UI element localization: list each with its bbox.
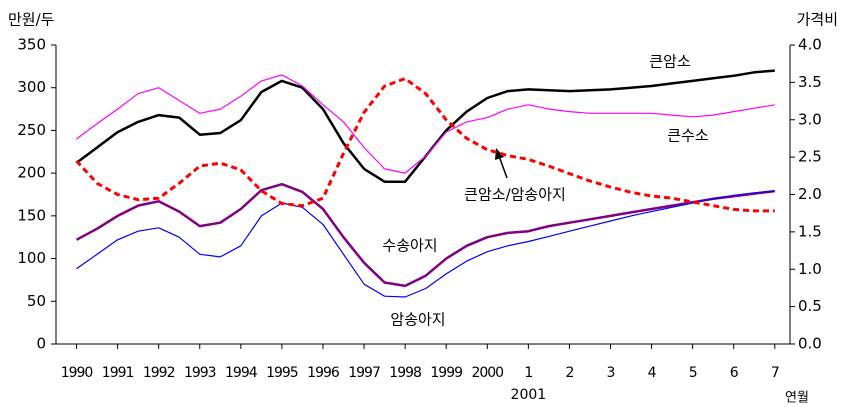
x-tick-label: 1995	[266, 365, 298, 381]
series-label: 수송아지	[382, 237, 437, 255]
x-tick-label: 1998	[389, 365, 421, 381]
y-axis-label: 만원/두	[8, 11, 55, 29]
x-tick-label: 2000	[471, 365, 503, 381]
x-group-label: 2001	[511, 387, 547, 403]
x-tick-label: 4	[648, 365, 657, 381]
series-line	[76, 190, 775, 298]
y2-tick-label: 0.5	[798, 297, 822, 315]
x-tick-label: 7	[771, 365, 779, 381]
series-line	[75, 182, 775, 288]
y2-tick-label: 0.0	[798, 335, 822, 353]
x-tick-label: 1990	[61, 365, 93, 381]
series-line	[76, 74, 775, 174]
series-label: 큰수소	[667, 127, 709, 145]
y-tick-label: 0	[36, 335, 46, 353]
x-tick-label: 6	[730, 365, 739, 381]
annotation-arrow	[498, 155, 508, 179]
series-label: 큰암소/암송아지	[464, 186, 566, 204]
y-tick-label: 200	[17, 164, 46, 182]
x-tick-label: 1992	[143, 365, 175, 381]
y2-tick-label: 4.0	[798, 36, 822, 54]
x-tick-label: 1993	[184, 365, 216, 381]
y2-axis-label: 가격비	[797, 11, 838, 29]
y2-tick-label: 3.5	[798, 73, 822, 91]
x-tick-label: 1	[524, 365, 532, 381]
x-tick-label: 1994	[225, 365, 258, 381]
x-tick-label: 1991	[102, 365, 134, 381]
y-tick-label: 150	[17, 206, 46, 224]
y-tick-label: 350	[17, 36, 46, 54]
y2-tick-label: 2.0	[798, 185, 822, 203]
y-tick-label: 50	[27, 292, 46, 310]
series-label: 큰암소	[649, 53, 691, 71]
y-tick-label: 300	[17, 78, 46, 96]
y2-tick-label: 2.5	[798, 148, 822, 166]
series-line	[75, 77, 775, 213]
x-tick-label: 5	[689, 365, 697, 381]
x-tick-label: 1997	[348, 365, 380, 381]
y-tick-label: 100	[17, 249, 46, 267]
x-tick-label: 1999	[430, 365, 462, 381]
x-tick-label: 1996	[307, 365, 340, 381]
y2-tick-label: 3.0	[798, 110, 822, 128]
y2-tick-label: 1.0	[798, 260, 822, 278]
series-label: 암송아지	[390, 311, 445, 329]
y-tick-label: 250	[17, 121, 46, 139]
y2-tick-label: 1.5	[798, 222, 822, 240]
x-axis-label: 연월	[785, 391, 809, 406]
arrow-head	[495, 148, 504, 160]
x-tick-label: 3	[607, 365, 615, 381]
x-tick-label: 2	[565, 365, 573, 381]
